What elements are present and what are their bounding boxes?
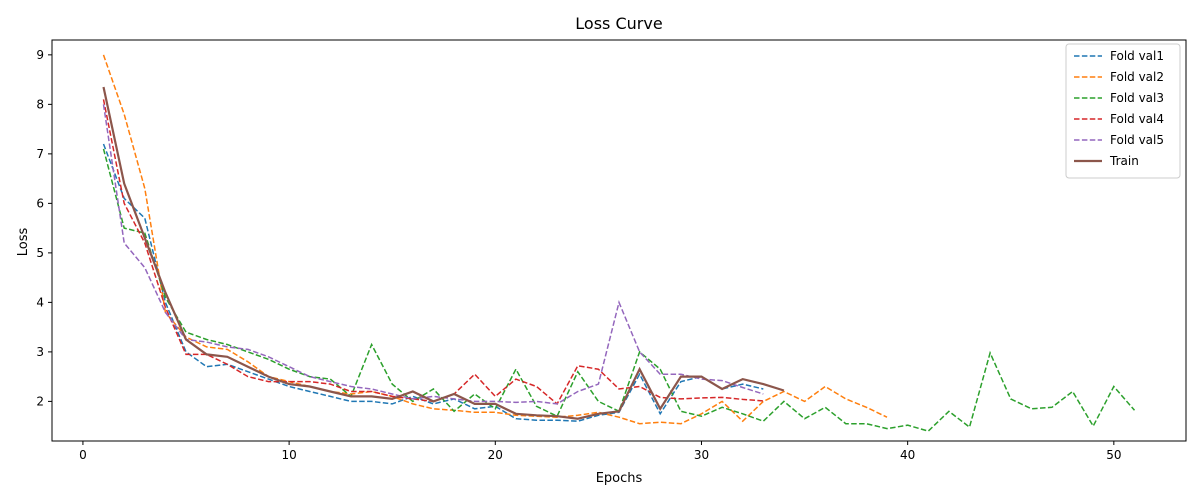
y-tick-label: 2 (36, 394, 44, 408)
plot-frame (51, 39, 1187, 442)
legend: Fold val1 Fold val2 Fold val3 Fold val4 Fold… (1065, 43, 1181, 179)
y-tick-label: 3 (36, 345, 44, 359)
series-line-fold-val1 (102, 143, 764, 422)
x-axis-label: Epochs (596, 471, 643, 486)
x-tick-label: 10 (281, 448, 296, 462)
x-tick-label: 20 (488, 448, 503, 462)
y-tick-label: 7 (36, 147, 44, 161)
x-tick-label: 40 (900, 448, 915, 462)
y-tick-label: 5 (36, 246, 44, 260)
y-tick-label: 8 (36, 97, 44, 111)
x-tick-label: 30 (694, 448, 709, 462)
y-tick-label: 9 (36, 48, 44, 62)
series-line-fold-val2 (102, 54, 888, 425)
plot-area (102, 54, 1136, 432)
legend-label: Fold val1 (1110, 49, 1164, 63)
legend-label: Train (1109, 154, 1139, 168)
series-line-train (102, 86, 785, 420)
x-tick-label: 0 (79, 448, 87, 462)
chart-title: Loss Curve (575, 14, 662, 33)
series-line-fold-val5 (102, 104, 764, 405)
y-axis-label: Loss (16, 228, 31, 257)
y-tick-label: 6 (36, 196, 44, 210)
legend-label: Fold val5 (1110, 133, 1164, 147)
legend-label: Fold val4 (1110, 112, 1164, 126)
x-tick-label: 50 (1106, 448, 1121, 462)
series-line-fold-val4 (102, 99, 764, 406)
y-tick-label: 4 (36, 295, 44, 309)
legend-label: Fold val3 (1110, 91, 1164, 105)
axis-ticks: 0 10 20 30 40 50 2 3 4 5 6 7 8 9 (36, 48, 1121, 462)
legend-label: Fold val2 (1110, 70, 1164, 84)
